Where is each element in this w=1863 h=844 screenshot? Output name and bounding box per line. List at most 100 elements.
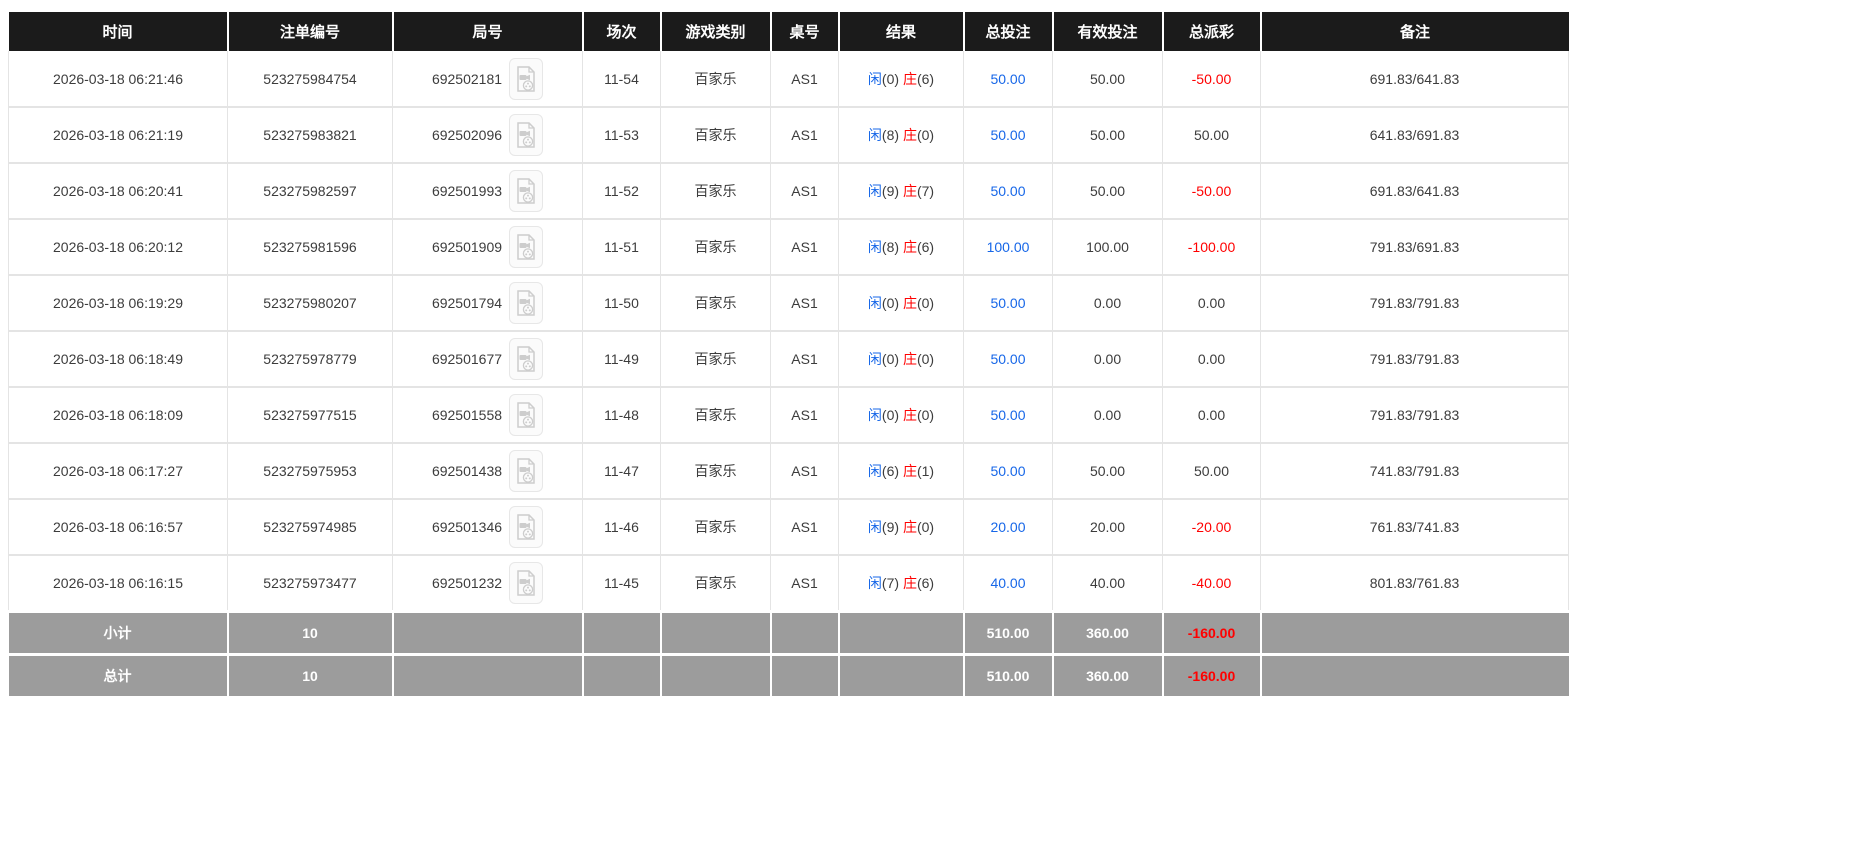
result-banker-label: 庄 xyxy=(902,183,917,199)
cell-bet-id: 523275981596 xyxy=(227,219,393,276)
total-bet-link[interactable]: 20.00 xyxy=(990,519,1026,535)
video-replay-button[interactable] xyxy=(509,114,544,156)
result-banker-label: 庄 xyxy=(902,463,917,479)
cell-time: 2026-03-18 06:21:19 xyxy=(8,107,228,164)
total-bet-link[interactable]: 50.00 xyxy=(990,407,1026,423)
video-replay-button[interactable] xyxy=(509,561,544,604)
result-banker-label: 庄 xyxy=(902,407,917,423)
cell-bet-id: 523275982597 xyxy=(227,163,393,220)
cell-table-no: AS1 xyxy=(770,163,839,220)
subtotal-payout: -160.00 xyxy=(1161,609,1261,654)
cell-payout: 0.00 xyxy=(1162,275,1261,332)
cell-bet-id: 523275983821 xyxy=(227,107,393,164)
cell-payout: 0.00 xyxy=(1162,331,1261,388)
cell-total-bet: 50.00 xyxy=(963,275,1053,332)
result-banker-score: (7) xyxy=(916,183,935,199)
cell-session: 11-48 xyxy=(582,387,661,444)
column-header-total_bet: 总投注 xyxy=(962,12,1053,51)
total-bet-link[interactable]: 50.00 xyxy=(990,183,1026,199)
cell-bet-id: 523275980207 xyxy=(227,275,393,332)
subtotal-count: 10 xyxy=(226,609,393,654)
round-number: 692502181 xyxy=(431,70,503,87)
column-header-session: 场次 xyxy=(581,12,661,51)
cell-game-type: 百家乐 xyxy=(660,163,771,220)
result-player-label: 闲 xyxy=(867,295,882,311)
video-replay-button[interactable] xyxy=(509,170,544,212)
video-replay-button[interactable] xyxy=(509,338,544,380)
column-header-game: 游戏类别 xyxy=(659,12,771,51)
video-file-icon xyxy=(517,290,535,317)
total-bet-link[interactable]: 40.00 xyxy=(990,574,1026,591)
column-header-remark: 备注 xyxy=(1259,12,1569,51)
cell-session: 11-49 xyxy=(582,331,661,388)
column-header-payout: 总派彩 xyxy=(1161,12,1261,51)
video-file-icon xyxy=(517,458,535,485)
table-row: 2026-03-18 06:20:41 523275982597 692501993… xyxy=(8,163,1569,220)
result-player-score: (6) xyxy=(881,463,900,479)
table-row: 2026-03-18 06:21:19 523275983821 692502096… xyxy=(8,107,1569,164)
total-empty-cell xyxy=(581,652,661,696)
total-bet-link[interactable]: 50.00 xyxy=(990,295,1026,311)
total-bet-link[interactable]: 50.00 xyxy=(990,351,1026,367)
cell-remark: 741.83/791.83 xyxy=(1260,443,1569,500)
cell-remark: 761.83/741.83 xyxy=(1260,499,1569,556)
column-header-bet_id: 注单编号 xyxy=(226,12,393,51)
cell-time: 2026-03-18 06:16:15 xyxy=(8,555,228,612)
round-number: 692501909 xyxy=(431,239,503,255)
cell-payout: 0.00 xyxy=(1162,387,1261,444)
cell-result: 闲(0) 庄(0) xyxy=(838,275,964,332)
video-replay-button[interactable] xyxy=(509,282,544,324)
cell-session: 11-45 xyxy=(582,555,661,612)
cell-table-no: AS1 xyxy=(770,499,839,556)
video-replay-button[interactable] xyxy=(509,57,544,100)
total-count: 10 xyxy=(226,652,393,696)
result-player-score: (0) xyxy=(881,407,900,423)
cell-session: 11-50 xyxy=(582,275,661,332)
total-bet-link[interactable]: 50.00 xyxy=(990,127,1026,143)
table-row: 2026-03-18 06:21:46 523275984754 692502181… xyxy=(8,51,1569,108)
total-bet-link[interactable]: 100.00 xyxy=(986,239,1030,255)
table-row: 2026-03-18 06:20:12 523275981596 692501909… xyxy=(8,219,1569,276)
video-replay-button[interactable] xyxy=(509,226,544,268)
cell-session: 11-54 xyxy=(582,51,661,108)
cell-result: 闲(6) 庄(1) xyxy=(838,443,964,500)
round-number: 692501232 xyxy=(431,574,503,591)
total-empty-cell xyxy=(659,652,771,696)
total-total-bet: 510.00 xyxy=(962,652,1053,696)
cell-result: 闲(7) 庄(6) xyxy=(838,555,964,612)
cell-bet-id: 523275978779 xyxy=(227,331,393,388)
total-empty-cell xyxy=(769,652,839,696)
cell-bet-id: 523275975953 xyxy=(227,443,393,500)
total-empty-cell xyxy=(837,652,964,696)
cell-valid-bet: 50.00 xyxy=(1052,443,1163,500)
cell-result: 闲(9) 庄(7) xyxy=(838,163,964,220)
cell-result: 闲(8) 庄(6) xyxy=(838,219,964,276)
video-file-icon xyxy=(517,66,535,92)
video-replay-button[interactable] xyxy=(509,450,544,492)
table-row: 2026-03-18 06:18:49 523275978779 692501677… xyxy=(8,331,1569,388)
total-bet-link[interactable]: 50.00 xyxy=(990,70,1026,87)
cell-remark: 791.83/691.83 xyxy=(1260,219,1569,276)
total-payout: -160.00 xyxy=(1161,652,1261,696)
cell-session: 11-53 xyxy=(582,107,661,164)
cell-session: 11-47 xyxy=(582,443,661,500)
result-player-score: (9) xyxy=(881,519,900,535)
cell-remark: 641.83/691.83 xyxy=(1260,107,1569,164)
cell-table-no: AS1 xyxy=(770,219,839,276)
cell-bet-id: 523275984754 xyxy=(227,51,393,108)
result-banker-score: (1) xyxy=(916,463,935,479)
total-bet-link[interactable]: 50.00 xyxy=(990,463,1026,479)
video-replay-button[interactable] xyxy=(509,506,544,548)
result-banker-score: (6) xyxy=(916,239,935,255)
cell-round: 692501993 xyxy=(392,163,583,220)
cell-total-bet: 50.00 xyxy=(963,331,1053,388)
cell-round: 692501558 xyxy=(392,387,583,444)
subtotal-empty-cell xyxy=(659,609,771,654)
result-player-label: 闲 xyxy=(867,183,882,199)
cell-valid-bet: 0.00 xyxy=(1052,331,1163,388)
cell-valid-bet: 50.00 xyxy=(1052,163,1163,220)
cell-result: 闲(0) 庄(0) xyxy=(838,331,964,388)
cell-game-type: 百家乐 xyxy=(660,51,771,108)
cell-game-type: 百家乐 xyxy=(660,219,771,276)
video-replay-button[interactable] xyxy=(509,394,544,436)
